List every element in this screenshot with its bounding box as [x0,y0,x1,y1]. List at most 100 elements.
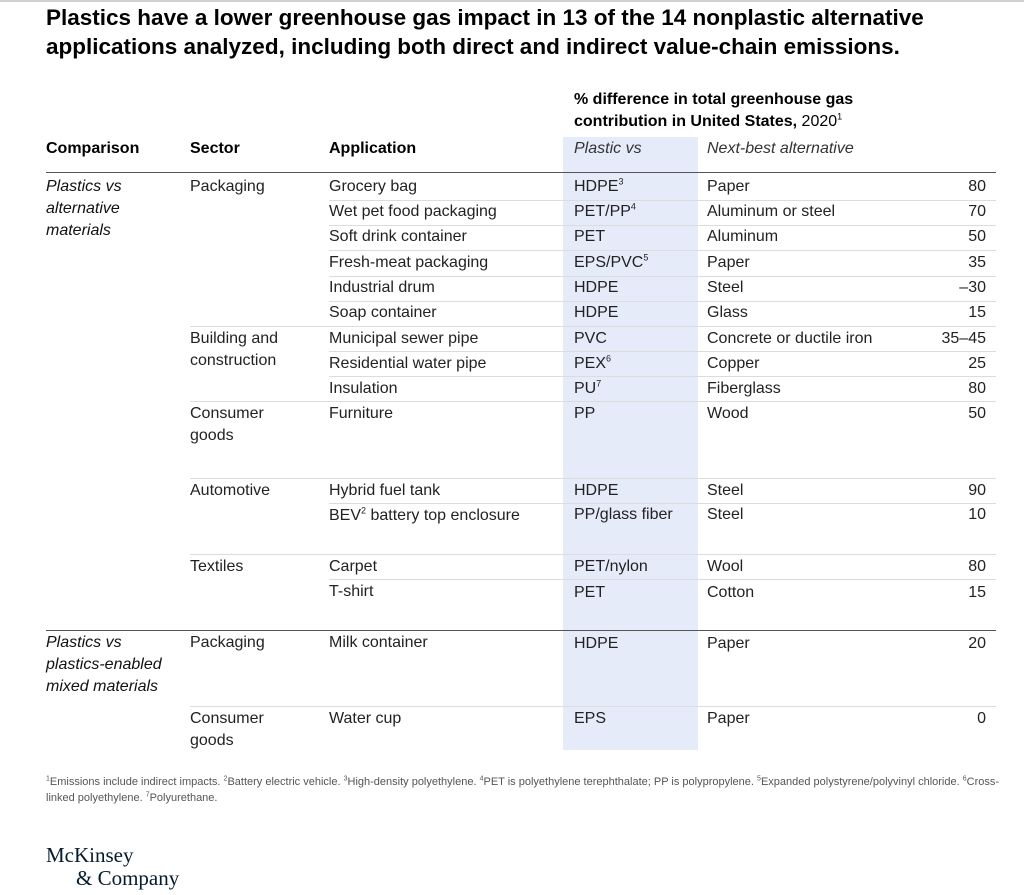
logo-line1: McKinsey [46,843,134,867]
sector-label: Textiles [190,558,244,575]
row-divider [329,579,996,580]
sector-column-header: Sector [190,140,240,157]
alternative-cell: Aluminum or steel [707,203,836,220]
plastic-cell: EPS [574,710,607,727]
value-cell: 50 [968,405,986,422]
application-cell: Water cup [329,710,402,727]
plastic-cell: PVC [574,330,607,347]
alternative-cell: Steel [707,279,744,296]
sector-label: Packaging [190,634,265,651]
sector-divider [190,554,996,555]
application-cell: Carpet [329,558,378,575]
plastic-cell: PET/nylon [574,558,648,575]
plastic-column-highlight [563,137,698,750]
application-cell: Insulation [329,380,398,397]
row-divider [329,301,996,302]
next-best-column-header: Next-best alternative [707,140,854,157]
application-cell: Hybrid fuel tank [329,482,441,499]
plastic-cell: PEX6 [574,353,612,372]
row-divider [329,225,996,226]
header-divider [46,172,996,173]
value-cell: 35–45 [941,330,987,347]
sector-label: Consumer goods [190,405,264,444]
application-cell: Milk container [329,634,428,651]
alternative-cell: Wood [707,405,749,422]
alternative-cell: Steel [707,482,744,499]
sector-label: Consumer goods [190,710,264,749]
application-cell: Fresh-meat packaging [329,254,489,271]
logo-line2: & Company [76,866,180,890]
application-cell: Soap container [329,304,437,321]
value-cell: 50 [968,228,986,245]
value-cell: 15 [968,584,986,601]
value-header-footnote-ref: 1 [837,111,843,122]
plastic-cell: PU7 [574,378,602,397]
application-cell: Furniture [329,405,394,422]
plastic-cell: HDPE [574,279,619,296]
page-title: Plastics have a lower greenhouse gas imp… [46,5,924,59]
row-divider [329,376,996,377]
plastic-cell: PP [574,405,596,422]
alternative-cell: Fiberglass [707,380,781,397]
alternative-cell: Copper [707,355,760,372]
application-cell: Soft drink container [329,228,467,245]
comparison-label: Plastics vs plastics-enabled mixed mater… [46,634,162,695]
comparison-label: Plastics vs alternative materials [46,178,122,239]
value-cell: 80 [968,380,986,397]
plastic-cell: PET [574,228,606,245]
alternative-cell: Glass [707,304,748,321]
top-divider [0,0,1024,2]
plastic-cell: EPS/PVC5 [574,252,649,271]
row-divider [329,503,996,504]
alternative-cell: Paper [707,254,750,271]
sector-label: Building and construction [190,330,279,369]
value-header-line2: contribution in United States, [574,113,798,130]
plastic-cell: HDPE3 [574,176,624,195]
alternative-cell: Wool [707,558,744,575]
row-divider [329,276,996,277]
value-cell: 80 [968,178,986,195]
value-header-line1: % difference in total greenhouse gas [574,91,854,108]
value-cell: 70 [968,203,986,220]
footnotes: 1Emissions include indirect impacts. 2Ba… [46,775,1000,804]
application-cell: Industrial drum [329,279,435,296]
application-cell: Residential water pipe [329,355,487,372]
value-cell: 35 [968,254,986,271]
alternative-cell: Aluminum [707,228,779,245]
row-divider [329,351,996,352]
application-cell: Wet pet food packaging [329,203,497,220]
alternative-cell: Concrete or ductile iron [707,330,873,347]
sector-label: Packaging [190,178,265,195]
comparison-divider [46,630,996,631]
alternative-cell: Paper [707,178,750,195]
plastic-cell: PET/PP4 [574,201,636,220]
value-column-header: % difference in total greenhouse gas con… [574,89,914,133]
value-header-year: 2020 [797,113,838,130]
row-divider [329,200,996,201]
plastic-vs-column-header: Plastic vs [574,140,642,157]
sector-divider [190,706,996,707]
application-cell: Grocery bag [329,178,418,195]
value-cell: 15 [968,304,986,321]
value-cell: 80 [968,558,986,575]
value-cell: 0 [977,710,986,727]
plastic-cell: HDPE [574,482,619,499]
alternative-cell: Paper [707,710,750,727]
plastic-cell: PP/glass fiber [574,506,673,523]
application-cell: BEV2 battery top enclosure [329,505,520,524]
value-cell: –30 [959,279,986,296]
sector-divider [190,326,996,327]
value-cell: 90 [968,482,986,499]
comparison-column-header: Comparison [46,140,140,157]
sector-divider [190,478,996,479]
sector-divider [190,401,996,402]
alternative-cell: Steel [707,506,744,523]
application-cell: Municipal sewer pipe [329,330,479,347]
alternative-cell: Paper [707,635,750,652]
value-cell: 25 [968,355,986,372]
alternative-cell: Cotton [707,584,755,601]
value-cell: 20 [968,635,986,652]
application-cell: T-shirt [329,583,374,600]
row-divider [329,250,996,251]
mckinsey-logo: McKinsey & Company [46,844,179,890]
